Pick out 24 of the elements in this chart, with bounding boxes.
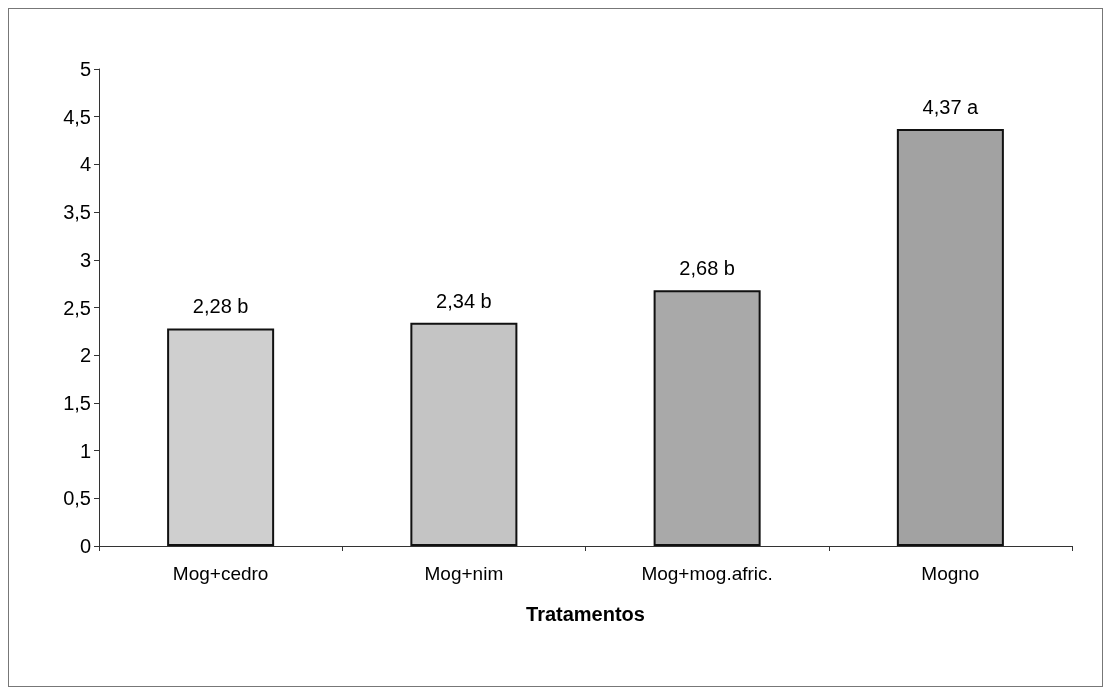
- y-tick-label: 1,5: [63, 391, 91, 414]
- bar: [653, 290, 761, 546]
- x-axis-title: Tratamentos: [526, 603, 645, 625]
- y-tick-label: 0,5: [63, 487, 91, 510]
- y-tick-label: 4,5: [63, 105, 91, 128]
- bar: [896, 129, 1004, 546]
- data-label: 4,37 a: [922, 96, 980, 119]
- x-tick-label: Mog+cedro: [172, 563, 269, 584]
- y-tick-label: 5: [79, 58, 91, 80]
- x-tick-label: Mog+mog.afric.: [641, 563, 773, 584]
- bar: [167, 328, 275, 546]
- x-tick-label: Mog+nim: [424, 563, 504, 584]
- y-tick-label: 3,5: [63, 201, 91, 224]
- y-tick-label: 2,5: [63, 296, 91, 319]
- y-tick-label: 0: [79, 535, 91, 557]
- bar: [410, 322, 518, 546]
- data-label: 2,68 b: [679, 257, 735, 280]
- data-label: 2,34 b: [436, 289, 492, 312]
- y-tick-label: 1: [79, 439, 91, 462]
- y-tick-label: 4: [79, 153, 91, 176]
- x-tick-label: Mogno: [921, 563, 980, 584]
- data-label: 2,28 b: [192, 295, 249, 318]
- y-tick-label: 2: [79, 344, 91, 367]
- y-tick-label: 3: [79, 248, 91, 271]
